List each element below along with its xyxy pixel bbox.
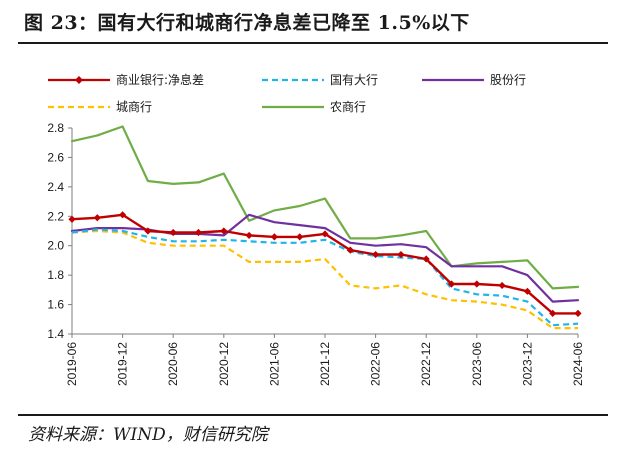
x-tick-label: 2020-12 [217,342,231,386]
legend-label: 农商行 [330,99,366,114]
y-tick-label: 1.4 [47,327,64,341]
legend-label: 股份行 [490,73,526,87]
data-point-marker [245,231,253,240]
source-note: 资料来源：WIND，财信研究院 [28,425,268,445]
data-point-marker [169,228,177,237]
x-tick-label: 2023-06 [470,342,484,386]
series-line-1 [71,228,579,327]
chart-axes: 1.4 1.6 1.8 2.0 2.2 2.4 2.6 2.8 2019-06 2019-12 20… [47,121,585,386]
data-point-marker [397,250,405,259]
series-line-3 [71,229,578,330]
x-tick-label: 2023-12 [520,342,534,386]
footer-divider [18,414,608,416]
data-point-marker [220,227,228,235]
y-tick-label: 2.6 [47,150,64,164]
data-point-marker [422,255,430,263]
x-tick-label: 2020-06 [166,342,180,386]
data-point-marker [144,227,152,235]
y-tick-label: 2.8 [47,121,64,135]
data-point-marker [447,280,456,288]
y-tick-label: 1.6 [47,298,64,312]
legend-label: 商业银行:净息差 [116,72,204,87]
data-point-marker [372,250,380,259]
x-tick-label: 2019-06 [65,342,79,386]
data-point-marker [473,280,481,288]
x-tick-label: 2021-06 [267,342,281,386]
x-tick-label: 2021-12 [318,342,332,386]
data-point-marker [523,287,531,295]
y-tick-label: 2.0 [47,239,64,253]
data-point-marker [93,214,101,222]
x-tick-label: 2022-12 [419,342,433,386]
legend-label: 国有大行 [330,73,378,87]
data-point-marker [68,215,76,223]
data-point-marker [194,228,203,237]
x-tick-label: 2024-06 [571,342,585,386]
page-title: 图 23：国有大行和城商行净息差已降至 1.5%以下 [24,12,470,34]
data-point-marker [346,246,354,254]
data-point-marker [498,281,506,290]
y-tick-label: 2.4 [47,180,64,194]
data-point-marker [549,309,557,317]
data-point-marker [270,233,278,241]
title-divider [18,42,608,44]
y-tick-label: 1.8 [47,268,64,282]
series-line-4 [70,125,580,290]
x-tick-label: 2019-12 [116,342,130,386]
x-tick-label: 2022-06 [369,342,383,386]
data-point-marker [321,230,329,238]
chart-series [68,125,582,330]
data-point-marker [296,233,304,241]
y-tick-label: 2.2 [47,209,64,223]
data-point-marker [574,309,582,317]
data-point-marker [119,211,127,219]
legend-marker [75,76,83,84]
legend-label: 城商行 [116,99,152,114]
